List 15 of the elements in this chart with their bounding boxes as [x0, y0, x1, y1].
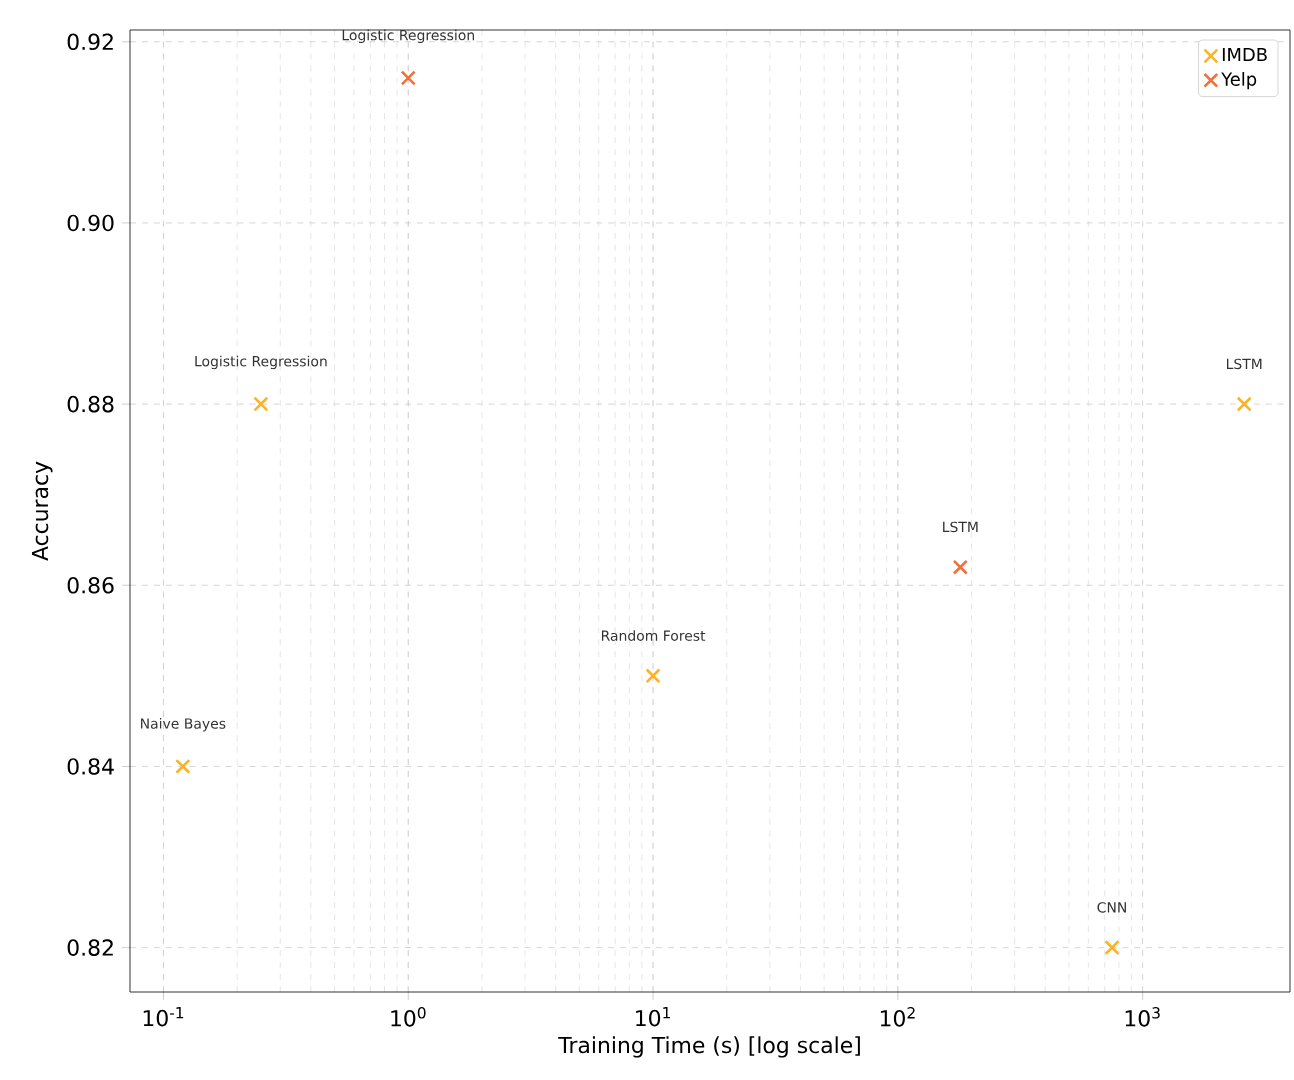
y-tick-label: 0.82 [67, 939, 113, 956]
legend-label: IMDB [1222, 47, 1267, 62]
x-tick-label: 10$^{1}$ [636, 1007, 670, 1027]
x-tick-label: 10$^{3}$ [1125, 1007, 1160, 1027]
legend-label: Yelp [1221, 72, 1257, 90]
y-tick-label: 0.92 [67, 33, 113, 51]
y-tick-label: 0.86 [67, 577, 114, 594]
y-tick-label: 0.84 [67, 758, 114, 775]
x-tick-label: 10$^{-1}$ [143, 1007, 184, 1027]
x-tick-label: 10$^{2}$ [880, 1007, 915, 1027]
y-tick-label: 0.90 [67, 214, 114, 232]
x-axis-title: Training Time (s) [log scale] [558, 1036, 860, 1058]
y-tick-label: 0.88 [67, 395, 114, 413]
x-tick-label: 10$^{0}$ [391, 1007, 426, 1027]
y-axis-title: Accuracy [31, 461, 53, 561]
